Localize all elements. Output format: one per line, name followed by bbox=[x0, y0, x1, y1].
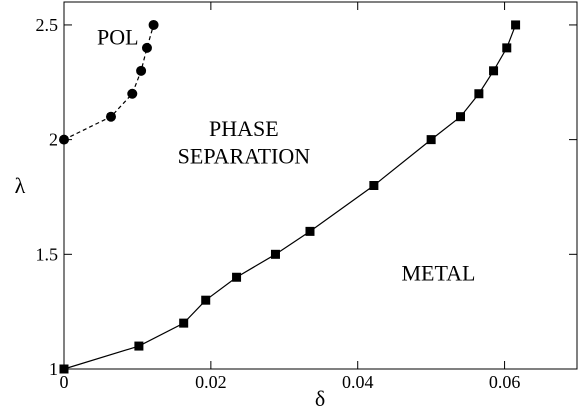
square-marker bbox=[369, 181, 379, 190]
square-marker bbox=[179, 318, 189, 328]
square-marker bbox=[201, 295, 211, 305]
annotations: POL PHASE SEPARATION METAL bbox=[97, 24, 475, 285]
x-tick-label: 0.02 bbox=[195, 372, 227, 392]
y-tick-label: 1.5 bbox=[36, 244, 59, 264]
region-label: SEPARATION bbox=[178, 144, 311, 169]
x-tick-label: 0.06 bbox=[489, 372, 521, 392]
y-tick-label: 2 bbox=[49, 130, 58, 150]
square-marker bbox=[511, 20, 521, 30]
square-marker bbox=[502, 43, 512, 53]
curves bbox=[63, 24, 517, 370]
ticks: 0 0.02 0.04 0.06 1 1.5 2 2.5 bbox=[36, 2, 577, 392]
square-marker bbox=[489, 66, 499, 76]
square-marker bbox=[134, 341, 144, 351]
x-tick-label: 0.04 bbox=[342, 372, 374, 392]
y-axis-label: λ bbox=[15, 173, 26, 198]
square-marker bbox=[456, 112, 466, 122]
metal-boundary-line bbox=[63, 24, 517, 370]
circle-marker bbox=[136, 65, 147, 76]
square-marker bbox=[232, 272, 242, 282]
region-label: PHASE bbox=[209, 116, 279, 141]
circle-marker bbox=[105, 111, 116, 122]
circle-marker bbox=[141, 42, 152, 53]
region-label: METAL bbox=[401, 261, 475, 286]
plot-area bbox=[63, 1, 578, 370]
region-label: POL bbox=[97, 24, 139, 49]
square-marker bbox=[305, 226, 315, 236]
markers bbox=[59, 19, 521, 374]
y-tick-label: 1 bbox=[49, 359, 58, 379]
x-tick-label: 0 bbox=[60, 372, 69, 392]
square-marker bbox=[426, 135, 436, 145]
square-marker bbox=[474, 89, 484, 99]
y-tick-label: 2.5 bbox=[36, 15, 59, 35]
circle-marker bbox=[127, 88, 138, 99]
square-marker bbox=[270, 249, 280, 259]
plot-frame bbox=[63, 1, 578, 370]
x-axis-label: δ bbox=[315, 386, 325, 410]
circle-marker bbox=[148, 19, 159, 30]
